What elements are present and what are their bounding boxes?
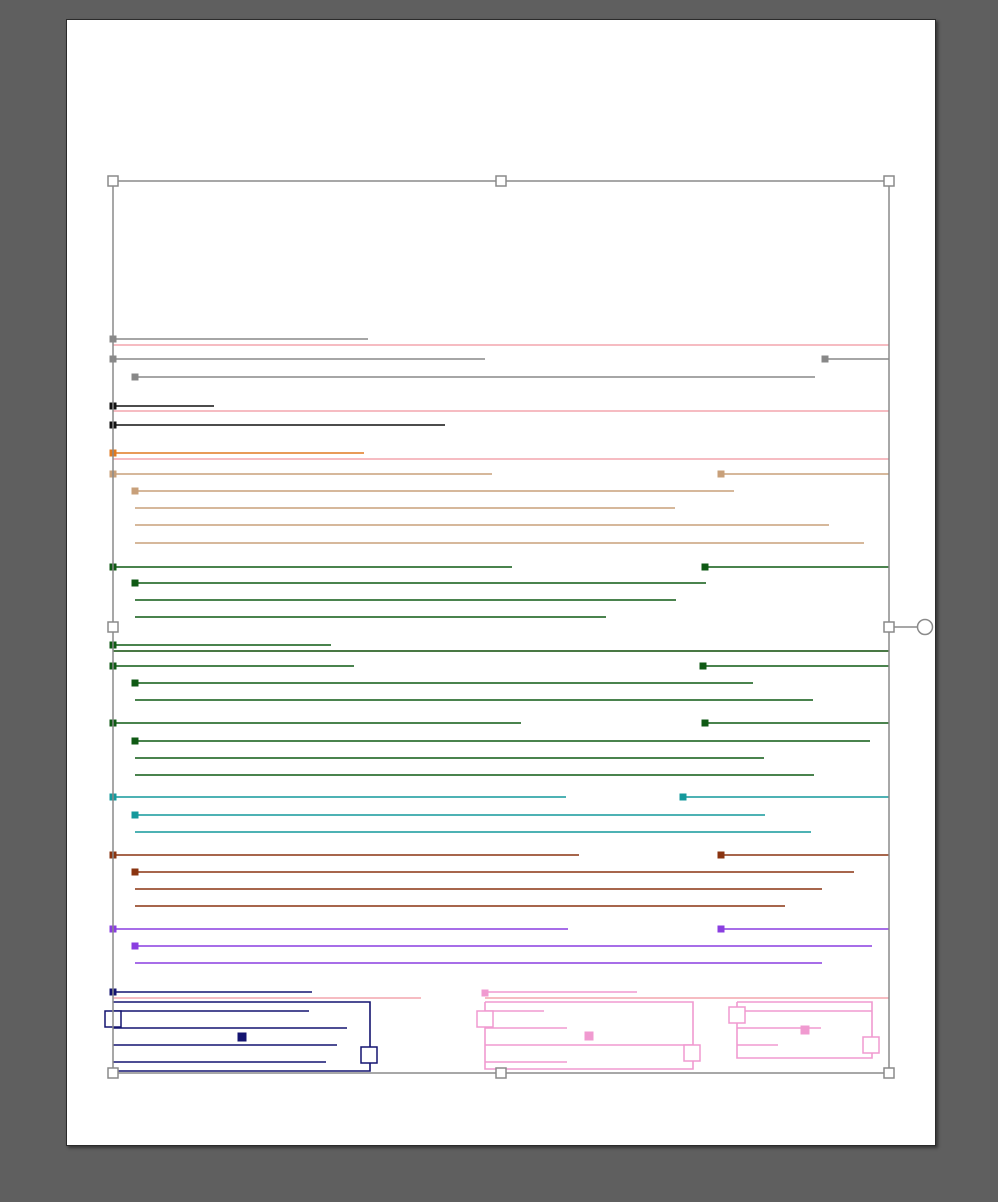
anchor-point[interactable] [679, 793, 687, 801]
anchor-point[interactable] [701, 719, 709, 727]
anchor-point[interactable] [131, 942, 139, 950]
resize-handle-bottom-left[interactable] [107, 1067, 119, 1079]
anchor-point[interactable] [131, 679, 139, 687]
group-handle[interactable] [862, 1036, 880, 1054]
resize-handle-top-left[interactable] [107, 175, 119, 187]
anchor-point[interactable] [584, 1031, 594, 1041]
anchor-point[interactable] [800, 1025, 810, 1035]
anchor-point[interactable] [237, 1032, 247, 1042]
anchor-point[interactable] [131, 579, 139, 587]
anchor-point[interactable] [821, 355, 829, 363]
group-handle[interactable] [476, 1010, 494, 1028]
resize-handle-middle-right[interactable] [883, 621, 895, 633]
anchor-point[interactable] [717, 851, 725, 859]
resize-handle-bottom-center[interactable] [495, 1067, 507, 1079]
anchor-point[interactable] [481, 989, 489, 997]
canvas-svg[interactable] [67, 20, 935, 1145]
anchor-point[interactable] [131, 373, 139, 381]
group-handle[interactable] [683, 1044, 701, 1062]
anchor-point[interactable] [701, 563, 709, 571]
anchor-point[interactable] [717, 925, 725, 933]
resize-handle-top-right[interactable] [883, 175, 895, 187]
anchor-point[interactable] [131, 487, 139, 495]
anchor-point[interactable] [131, 811, 139, 819]
anchor-point[interactable] [699, 662, 707, 670]
group-bracket[interactable] [484, 1001, 694, 1070]
artboard[interactable] [66, 19, 936, 1146]
resize-handle-top-center[interactable] [495, 175, 507, 187]
group-bracket[interactable] [736, 1001, 873, 1059]
resize-handle-middle-left[interactable] [107, 621, 119, 633]
group-bracket[interactable] [113, 1001, 371, 1072]
resize-handle-bottom-right[interactable] [883, 1067, 895, 1079]
anchor-point[interactable] [131, 737, 139, 745]
rotate-handle-icon[interactable] [916, 618, 934, 636]
anchor-point[interactable] [717, 470, 725, 478]
selection-bounding-box[interactable] [112, 180, 890, 1074]
group-handle[interactable] [728, 1006, 746, 1024]
group-handle[interactable] [360, 1046, 378, 1064]
anchor-point[interactable] [131, 868, 139, 876]
